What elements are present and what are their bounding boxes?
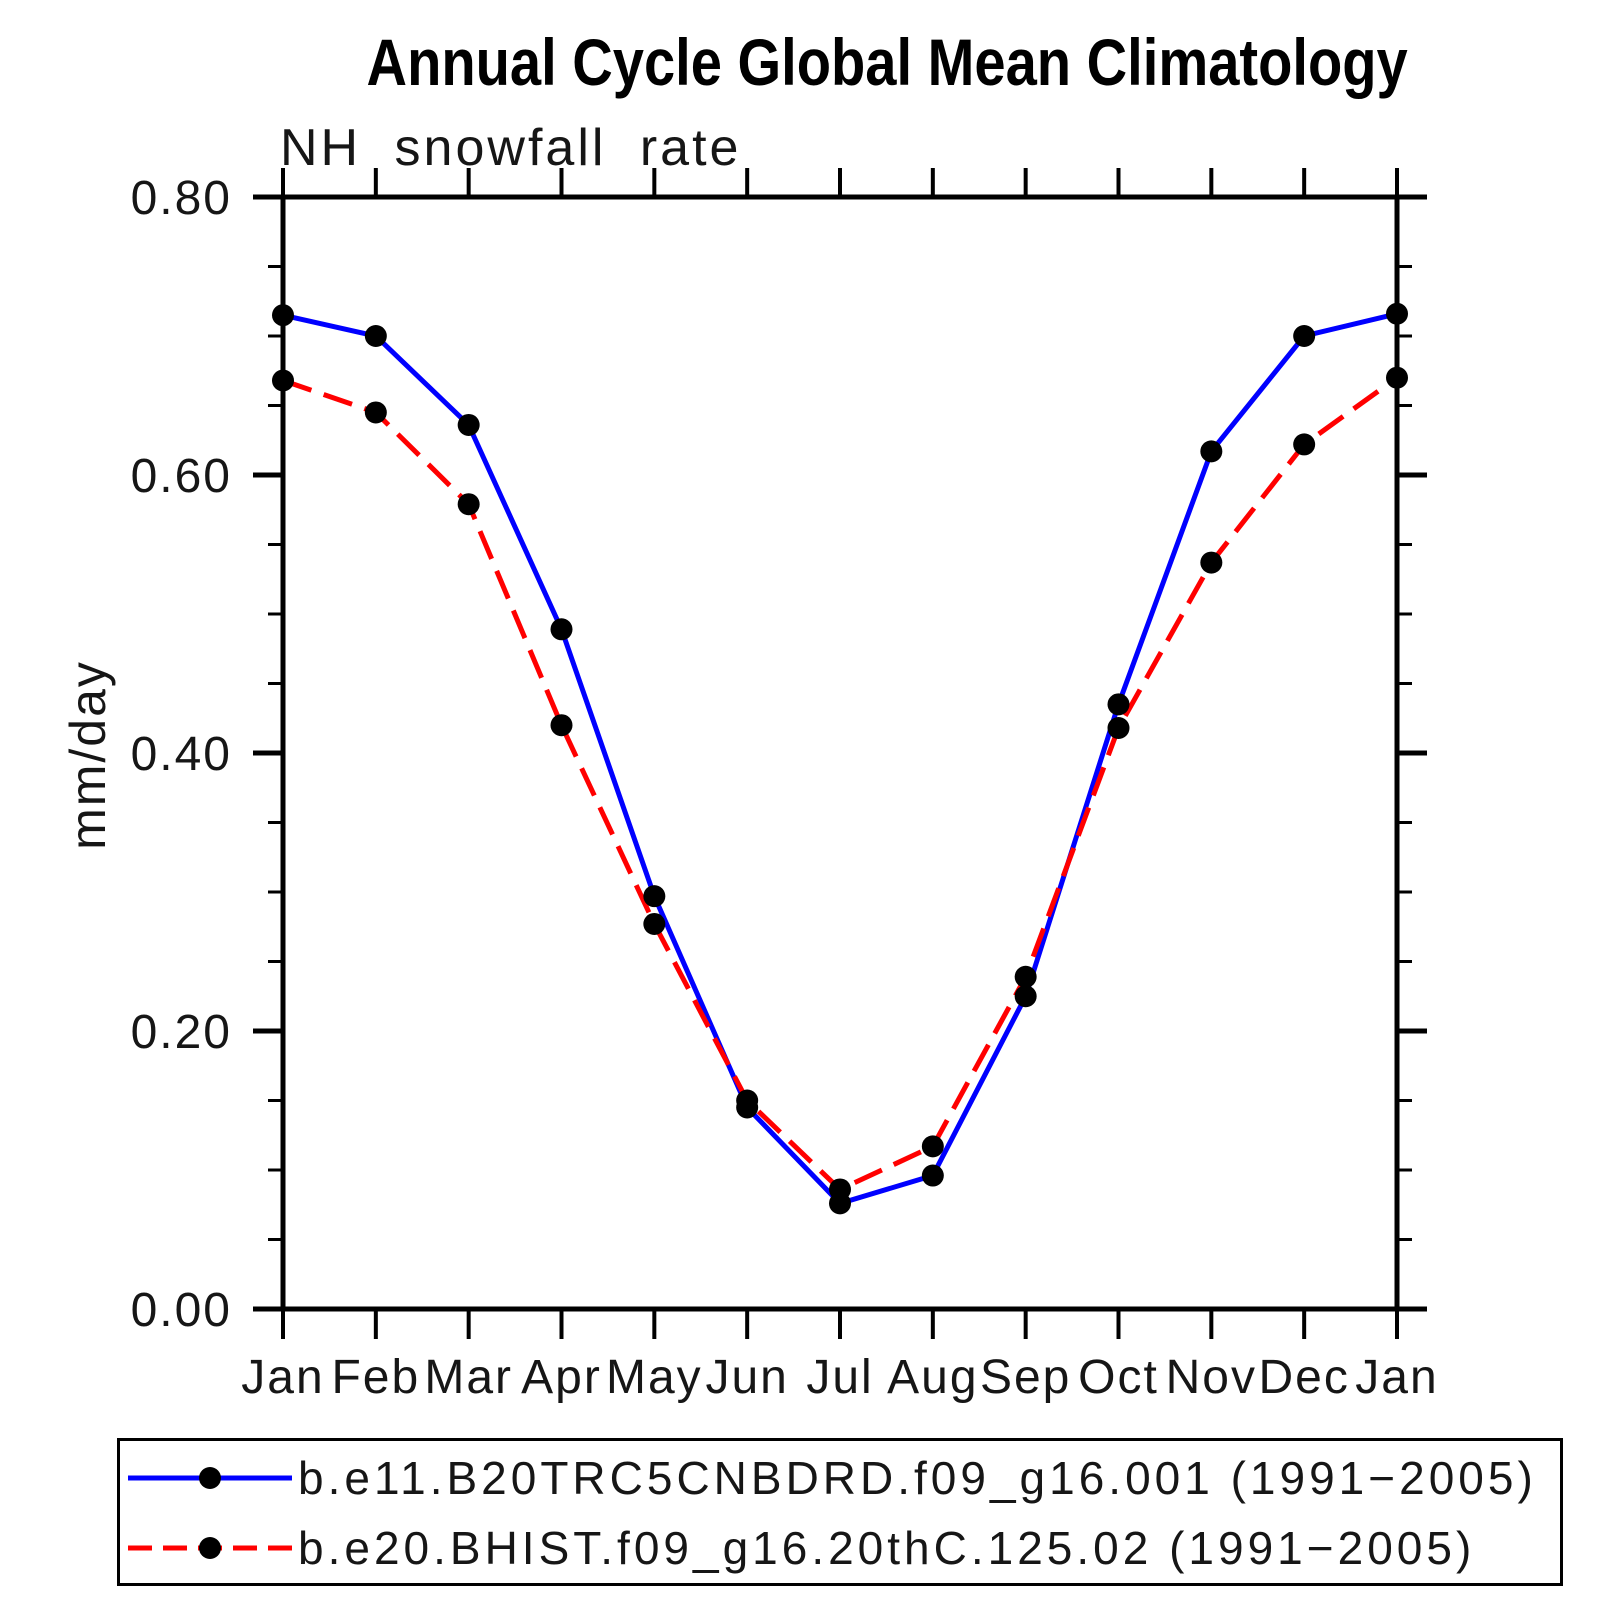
y-tick-label: 0.80 [131,172,232,225]
series-line-1 [282,375,1399,1193]
data-point-s0 [921,1164,944,1187]
legend-entry-1: b.e20.BHIST.f09_g16.20thC.125.02 (1991−2… [124,1513,1475,1583]
legend-marker-dot [199,1537,221,1559]
legend-label-1: b.e20.BHIST.f09_g16.20thC.125.02 (1991−2… [298,1522,1476,1574]
x-tick-label: Aug [887,1351,978,1404]
legend-sample-line-0 [128,1467,292,1489]
data-point-s1 [736,1089,759,1112]
x-tick-label: Apr [521,1351,602,1404]
data-point-s1 [457,493,480,516]
data-point-s0 [457,413,480,436]
data-point-s0 [272,304,294,327]
y-tick-label: 0.60 [131,450,232,503]
legend-marker-dot [199,1467,221,1489]
series-line-0 [282,311,1398,1207]
x-tick-label: Jul [806,1351,873,1404]
data-point-s1 [550,714,573,737]
data-point-s0 [550,618,573,641]
plot-frame [280,194,1400,1312]
y-tick-label: 0.00 [131,1284,232,1337]
x-tick-label: Dec [1258,1351,1349,1404]
data-point-s0 [1293,325,1316,347]
data-point-s1 [829,1178,851,1201]
x-tick-label: Jan [241,1351,324,1404]
data-point-s1 [643,912,666,935]
x-tick-label: Oct [1078,1351,1159,1404]
legend-entry-0: b.e11.B20TRC5CNBDRD.f09_g16.001 (1991−20… [124,1443,1537,1513]
x-tick-label: Feb [331,1351,420,1404]
data-point-s0 [1014,985,1037,1008]
data-point-s0 [643,885,666,908]
data-point-s0 [1107,693,1130,716]
data-point-s1 [1014,965,1037,988]
x-tick-label: Jun [705,1351,788,1404]
data-point-s1 [1107,716,1130,739]
data-point-s1 [921,1135,944,1158]
legend-label-0: b.e11.B20TRC5CNBDRD.f09_g16.001 (1991−20… [298,1452,1537,1504]
y-tick-label: 0.40 [131,728,232,781]
data-point-s0 [1200,440,1223,463]
data-point-s0 [1386,302,1408,325]
data-point-s1 [1293,433,1316,456]
chart-subtitle: NH snowfall rate [280,119,742,177]
data-point-s1 [1386,366,1408,389]
x-tick-label: May [606,1351,703,1404]
x-tick-label: Mar [424,1351,513,1404]
data-point-s0 [364,325,387,347]
x-tick-label: Jan [1355,1351,1438,1404]
x-tick-label: Nov [1166,1351,1257,1404]
data-point-s1 [272,369,294,392]
chart-title: Annual Cycle Global Mean Climatology [366,25,1408,99]
data-point-s1 [1200,551,1223,574]
y-tick-label: 0.20 [131,1006,232,1059]
x-tick-label: Sep [980,1351,1071,1404]
legend-box: b.e11.B20TRC5CNBDRD.f09_g16.001 (1991−20… [117,1438,1563,1586]
data-point-s1 [364,401,387,424]
legend-sample-line-1 [128,1537,292,1559]
